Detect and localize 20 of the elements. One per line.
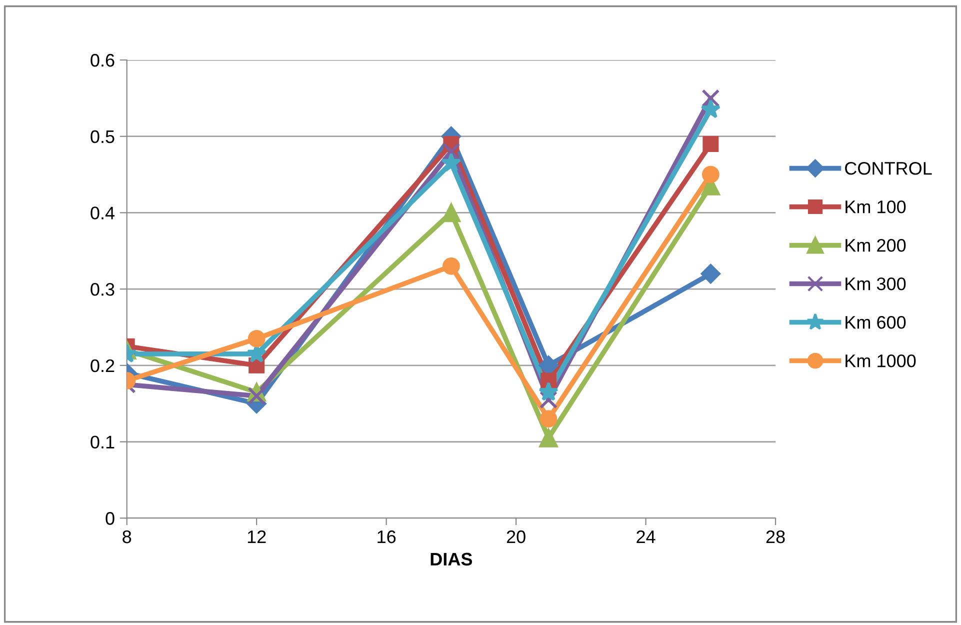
legend-label: Km 300 bbox=[846, 277, 906, 290]
y-tick-label: 0.5 bbox=[90, 130, 114, 144]
legend-label: Km 1000 bbox=[846, 354, 916, 368]
x-tick-label: 20 bbox=[506, 530, 526, 544]
x-tick-label: 16 bbox=[378, 530, 396, 544]
y-tick-label: 0.1 bbox=[90, 436, 114, 448]
legend-label: CONTROL bbox=[845, 162, 932, 175]
legend-label: Km 600 bbox=[846, 316, 906, 329]
y-tick-label: 0.6 bbox=[90, 54, 114, 67]
legend-label: Km 100 bbox=[846, 200, 906, 214]
y-tick-label: 0.3 bbox=[90, 282, 114, 296]
x-tick-label: 24 bbox=[636, 530, 656, 544]
y-tick-label: 0.2 bbox=[90, 359, 114, 372]
x-axis-title: DIAS bbox=[430, 552, 472, 566]
x-tick-label: 8 bbox=[122, 530, 132, 544]
x-tick-label: 12 bbox=[248, 530, 266, 544]
y-tick-label: 0 bbox=[106, 512, 114, 525]
x-tick-label: 28 bbox=[766, 530, 785, 544]
y-tick-label: 0.4 bbox=[90, 206, 115, 220]
legend-label: Km 200 bbox=[846, 238, 906, 252]
